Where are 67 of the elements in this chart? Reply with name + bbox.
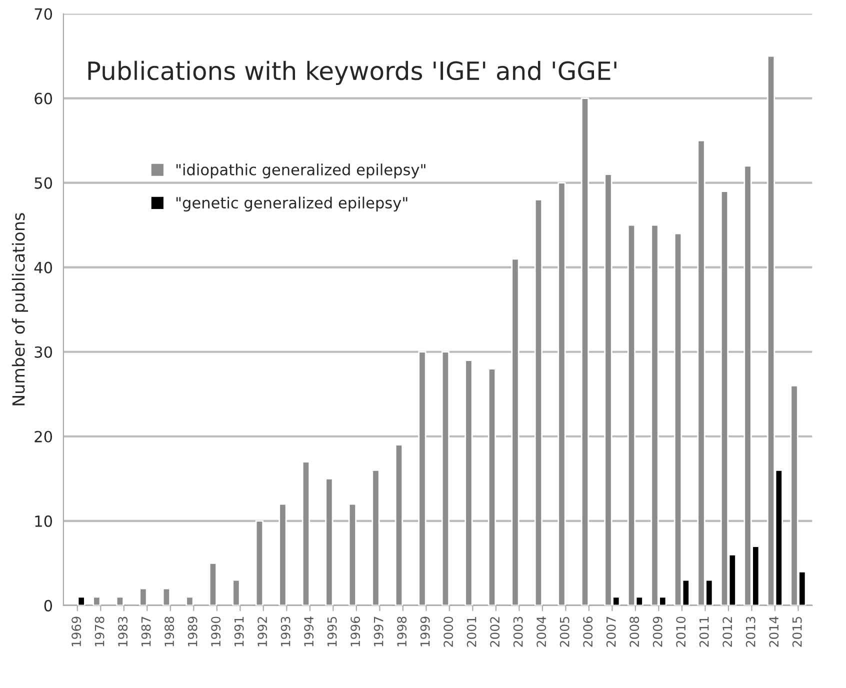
x-tick-label: 1998: [397, 616, 407, 646]
bar: [208, 562, 218, 606]
x-tick-label: 2011: [699, 617, 709, 647]
y-tick-label: 30: [34, 346, 52, 358]
x-tick-label: 1996: [350, 616, 360, 646]
y-tick-label: 20: [34, 430, 52, 442]
x-tick-label: 2007: [606, 616, 616, 647]
bar: [558, 182, 566, 606]
bar: [580, 98, 590, 606]
bar: [394, 444, 404, 606]
y-tick-label: 40: [34, 262, 52, 274]
bar: [116, 596, 124, 606]
bar: [77, 596, 86, 606]
bar: [441, 351, 450, 606]
bar: [348, 503, 357, 606]
bar: [464, 360, 473, 606]
y-tick-label: 0: [44, 600, 52, 612]
bar: [255, 520, 264, 606]
x-tick-label: 2012: [722, 617, 732, 647]
bar: [418, 351, 426, 606]
x-tick-label: 2009: [652, 616, 662, 647]
bar: [92, 596, 101, 606]
x-tick-label: 1993: [280, 616, 290, 646]
x-tick-label: 2015: [792, 616, 802, 647]
bar: [488, 368, 496, 606]
y-tick-label: 10: [35, 515, 52, 527]
x-tick-label: 2014: [769, 616, 779, 647]
x-tick-label: 1997: [374, 616, 384, 646]
x-tick-label: 2004: [536, 616, 546, 647]
x-tick-label: 1983: [118, 616, 128, 646]
y-tick-label: 50: [34, 177, 52, 189]
x-tick-label: 1978: [94, 616, 104, 646]
x-tick-label: 1988: [164, 616, 174, 646]
x-tick-label: 2002: [490, 617, 500, 647]
y-tick-label: 70: [34, 8, 52, 20]
x-tick-label: 1999: [420, 616, 430, 646]
x-tick-label: 1991: [234, 617, 244, 646]
x-tick-label: 1992: [258, 617, 268, 646]
x-tick-label: 2001: [466, 617, 476, 647]
bar: [232, 579, 240, 606]
x-tick-label: 2005: [560, 616, 570, 647]
bar: [278, 503, 287, 606]
x-tick-label: 2003: [513, 616, 523, 647]
x-tick-label: 2000: [444, 616, 454, 647]
legend-label: "genetic generalized epilepsy": [176, 196, 408, 212]
y-tick-label: 60: [34, 92, 52, 104]
legend-label: "idiopathic generalized epilepsy": [176, 164, 426, 178]
x-tick-label: 2008: [630, 616, 640, 647]
y-axis-title: Number of publications: [12, 213, 28, 406]
text: Publications with keywords 'IGE' and 'GGE': [88, 60, 616, 86]
x-tick-label: 2006: [583, 616, 593, 647]
x-tick-label: 1969: [72, 616, 82, 646]
x-tick-label: 2010: [676, 616, 686, 647]
bar: [302, 461, 310, 606]
x-tick-label: 1989: [188, 616, 198, 646]
x-tick-label: 1994: [304, 616, 314, 646]
x-tick-label: 1987: [141, 616, 151, 646]
x-tick-label: 1995: [327, 616, 337, 646]
bar: [511, 258, 520, 606]
x-tick-label: 2013: [746, 616, 756, 647]
bar: [162, 588, 171, 606]
bar: [139, 588, 148, 606]
bar: [372, 470, 380, 606]
bar: [325, 478, 334, 606]
bar: [186, 596, 194, 606]
bar: [534, 199, 543, 606]
x-tick-label: 1990: [211, 616, 221, 646]
